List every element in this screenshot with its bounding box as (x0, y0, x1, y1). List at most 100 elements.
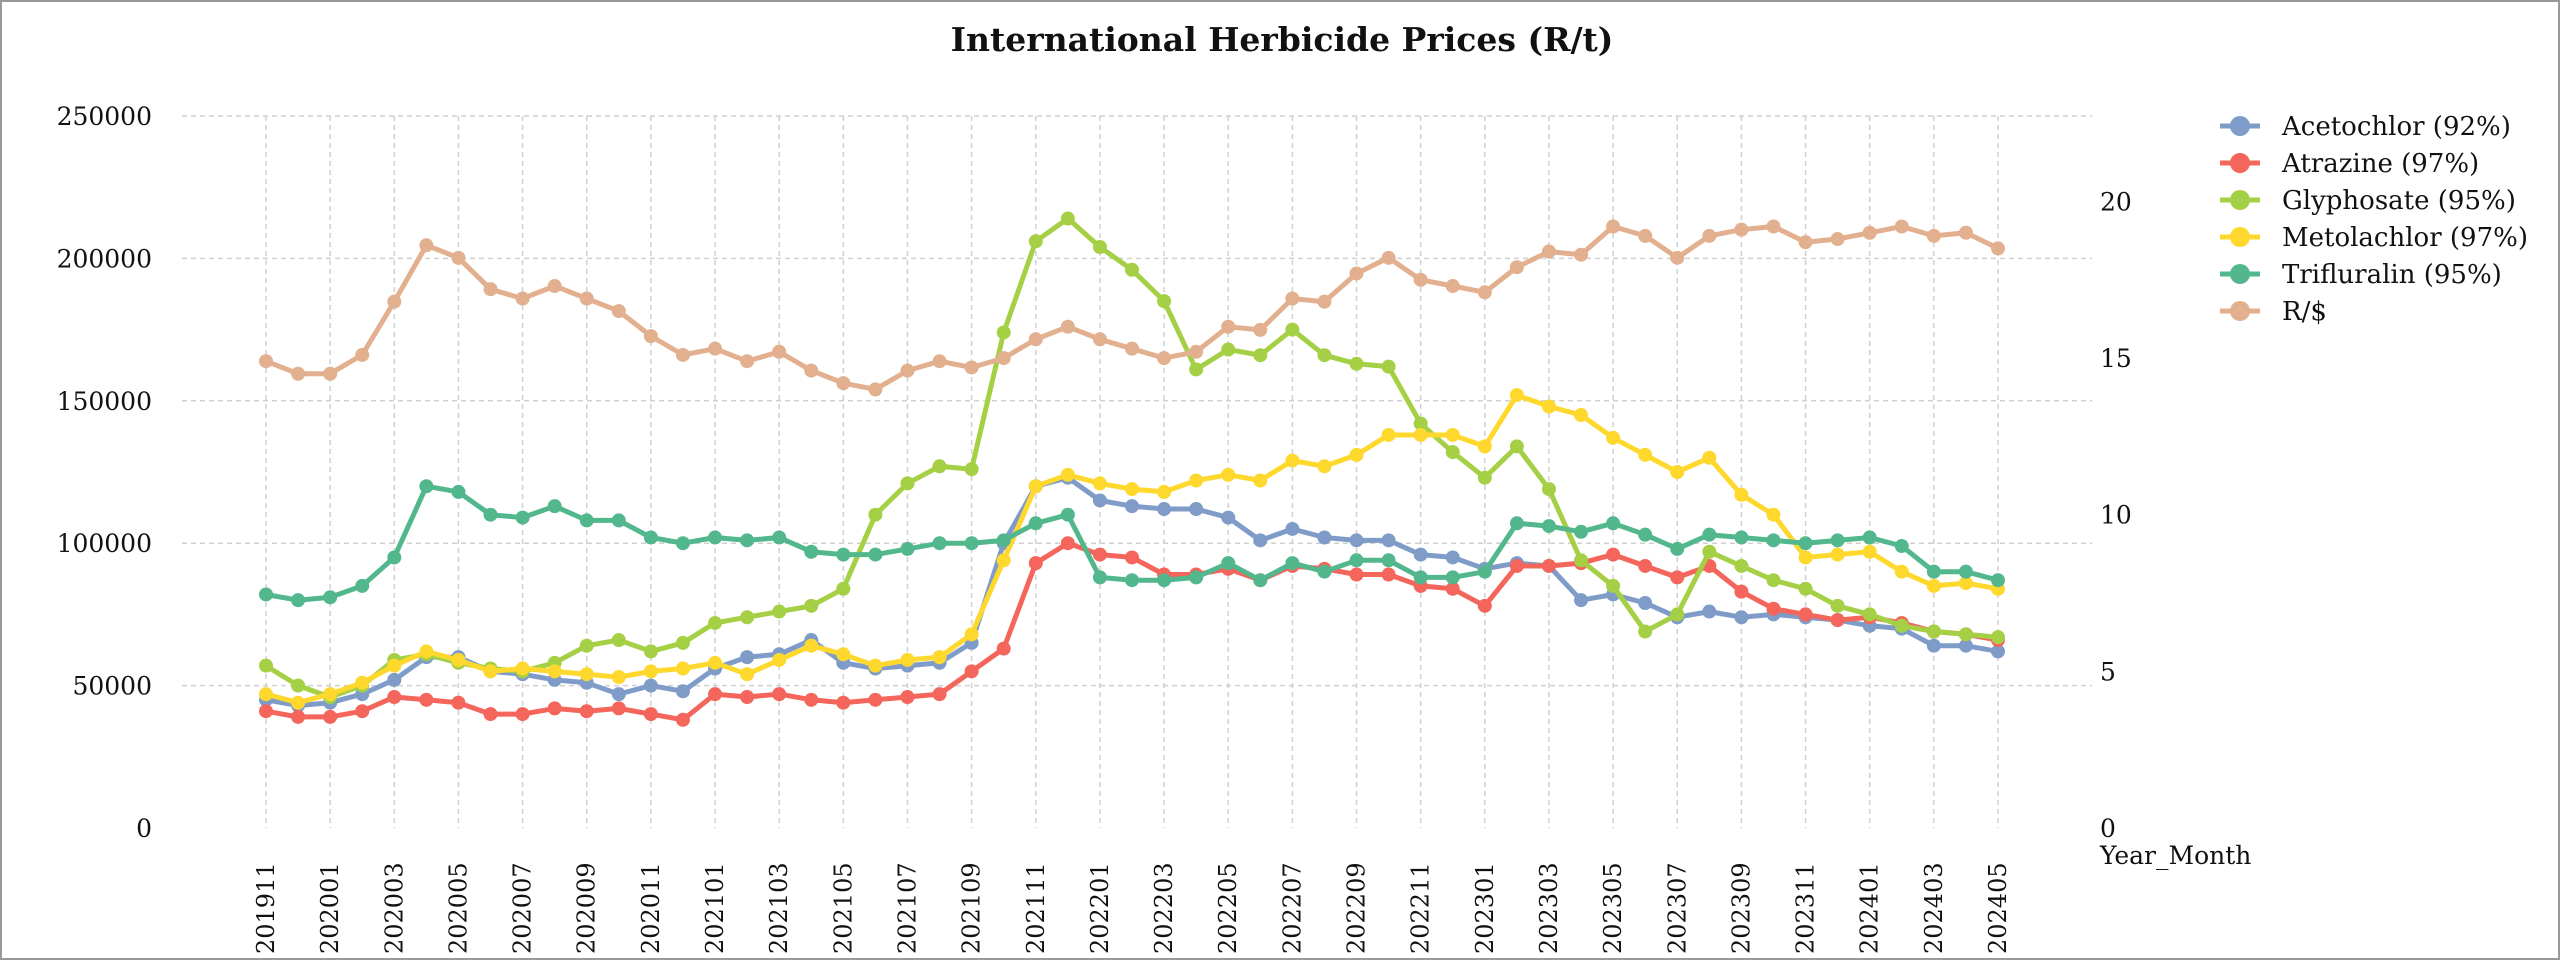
data-point (419, 692, 434, 707)
data-point (1638, 447, 1653, 462)
data-point (1253, 573, 1268, 588)
data-point (1702, 544, 1717, 559)
data-point (964, 462, 979, 477)
data-point (1766, 601, 1781, 616)
data-point (1958, 576, 1973, 591)
data-point (515, 707, 530, 722)
legend-swatch-marker (2230, 264, 2250, 284)
chart-title: International Herbicide Prices (R/t) (951, 20, 1614, 59)
data-point (611, 633, 626, 648)
legend-swatch-marker (2230, 190, 2250, 210)
data-point (1477, 598, 1492, 613)
data-point (1574, 247, 1589, 262)
legend-label: Metolachlor (97%) (2282, 223, 2528, 253)
data-point (1381, 533, 1396, 548)
x-tick-label: 202301 (1471, 862, 1499, 954)
data-point (323, 687, 338, 702)
x-tick-label: 202009 (573, 862, 601, 954)
data-point (643, 664, 658, 679)
data-point (1606, 516, 1621, 531)
data-point (1958, 564, 1973, 579)
data-point (804, 598, 819, 613)
data-point (740, 354, 755, 369)
data-point (1702, 228, 1717, 243)
data-point (1349, 266, 1364, 281)
data-point (1285, 291, 1300, 306)
data-point (1221, 556, 1236, 571)
data-point (1028, 556, 1043, 571)
legend: Acetochlor (92%) Atrazine (97%) Glyphosate… (2220, 112, 2528, 327)
data-point (1317, 459, 1332, 474)
legend-swatch-marker (2230, 227, 2250, 247)
data-point (259, 704, 273, 719)
data-point (1189, 362, 1204, 377)
data-point (1381, 250, 1396, 265)
data-point (772, 530, 787, 545)
y-tick-label: 50000 (72, 672, 152, 701)
x-tick-label: 202311 (1792, 862, 1820, 954)
data-point (996, 553, 1011, 568)
left-y-axis: 0 50000 100000 150000 200000 250000 (57, 102, 152, 843)
data-point (868, 507, 883, 522)
data-point (932, 687, 947, 702)
data-point (1477, 470, 1492, 485)
data-point (1509, 260, 1524, 275)
data-point (483, 507, 498, 522)
data-point (1157, 294, 1172, 309)
data-point (1541, 399, 1556, 414)
data-point (1638, 596, 1653, 611)
data-point (1060, 211, 1075, 226)
data-point (932, 459, 947, 474)
data-point (451, 250, 466, 265)
x-axis: 201911 202001 202003 202005 202007 202009 2020… (252, 862, 2012, 954)
series-2 (259, 211, 2005, 704)
data-point (1670, 465, 1685, 479)
data-point (1926, 624, 1941, 639)
data-point (483, 707, 498, 722)
data-point (579, 638, 594, 653)
data-point (1766, 219, 1781, 234)
data-point (1734, 610, 1749, 625)
data-point (1028, 516, 1043, 531)
data-point (259, 354, 273, 369)
x-tick-label: 202309 (1727, 862, 1755, 954)
x-tick-label: 201911 (252, 862, 280, 954)
data-point (1574, 553, 1589, 568)
data-point (932, 536, 947, 551)
data-point (1541, 482, 1556, 497)
data-point (1445, 570, 1460, 585)
data-point (772, 344, 787, 359)
legend-swatch-marker (2230, 116, 2250, 136)
data-point (291, 678, 306, 693)
data-point (1862, 530, 1877, 545)
data-point (1862, 225, 1877, 240)
data-point (868, 382, 883, 397)
data-point (836, 376, 851, 391)
data-point (932, 354, 947, 369)
x-tick-label: 202203 (1150, 862, 1178, 954)
data-point (1734, 558, 1749, 573)
data-point (355, 347, 370, 362)
y-tick-label: 100000 (57, 529, 152, 558)
data-point (932, 650, 947, 665)
data-point (675, 661, 690, 676)
data-point (611, 670, 626, 685)
data-point (1028, 234, 1043, 249)
data-point (996, 641, 1011, 656)
x-tick-label: 202101 (701, 862, 729, 954)
data-point (1092, 570, 1107, 585)
data-point (900, 541, 915, 556)
data-point (1991, 644, 2005, 659)
data-point (1092, 547, 1107, 562)
data-point (1125, 573, 1139, 588)
data-point (1157, 484, 1172, 499)
data-point (323, 590, 338, 605)
data-point (1413, 272, 1428, 287)
data-point (1349, 356, 1364, 371)
y2-tick-label: 5 (2100, 657, 2116, 686)
data-point (1189, 570, 1204, 585)
x-tick-label: 202401 (1856, 862, 1884, 954)
series-5 (259, 219, 2005, 397)
data-point (1574, 593, 1589, 608)
